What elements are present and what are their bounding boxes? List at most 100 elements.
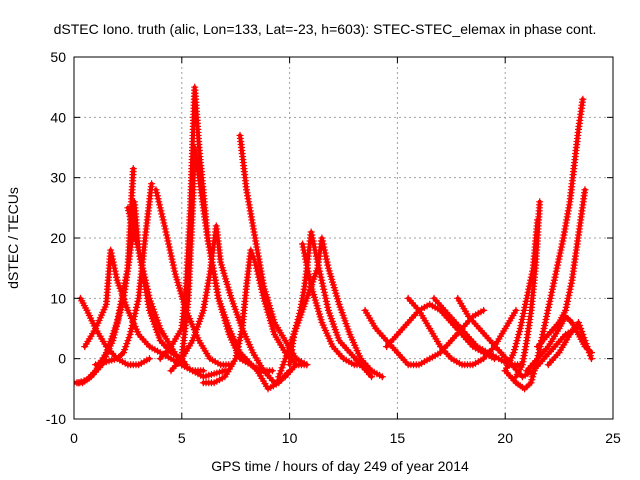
y-tick-label: -10	[46, 411, 66, 427]
data-point	[129, 318, 137, 326]
data-point	[315, 264, 323, 272]
data-point	[295, 312, 303, 320]
data-point	[292, 325, 300, 332]
data-point	[311, 246, 319, 254]
y-tick-label: 10	[50, 290, 66, 306]
data-point	[127, 325, 135, 332]
series-sat-r	[404, 294, 520, 369]
data-point	[545, 303, 553, 311]
data-point	[301, 252, 309, 260]
data-point	[157, 207, 165, 215]
data-point	[154, 195, 162, 203]
data-point	[378, 373, 386, 381]
data-point	[513, 337, 521, 345]
data-point	[120, 349, 128, 357]
data-point	[514, 334, 522, 342]
data-point	[158, 213, 166, 221]
data-point	[299, 243, 307, 251]
data-point	[324, 261, 332, 269]
data-point	[138, 261, 146, 269]
data-point	[525, 282, 533, 290]
y-axis-label: dSTEC / TECUs	[5, 187, 21, 289]
data-point	[528, 376, 536, 384]
x-tick-label: 5	[178, 430, 186, 446]
data-point	[142, 279, 150, 287]
data-point	[321, 246, 329, 254]
data-point	[130, 312, 138, 320]
data-point	[527, 379, 535, 387]
data-point	[322, 252, 330, 260]
data-point	[107, 246, 115, 254]
data-point	[238, 328, 246, 336]
data-point	[133, 300, 141, 308]
data-point	[520, 306, 528, 314]
data-point	[137, 258, 145, 266]
data-point	[109, 258, 117, 266]
data-point	[167, 249, 175, 257]
data-point	[316, 270, 324, 278]
data-point	[321, 249, 329, 257]
data-point	[107, 249, 115, 257]
data-point	[576, 321, 584, 329]
data-point	[137, 255, 145, 263]
data-point	[166, 246, 174, 254]
data-point	[567, 279, 575, 287]
data-point	[480, 306, 488, 314]
data-point	[510, 349, 518, 357]
data-point	[148, 180, 156, 188]
data-point	[515, 328, 523, 336]
data-point	[322, 294, 330, 302]
data-marks	[74, 83, 595, 393]
data-point	[308, 234, 316, 242]
data-point	[564, 297, 572, 305]
data-point	[134, 297, 142, 305]
data-point	[164, 237, 172, 245]
data-point	[555, 255, 563, 263]
y-tick-label: 40	[50, 109, 66, 125]
data-point	[541, 318, 549, 326]
data-point	[518, 318, 526, 326]
data-point	[321, 291, 329, 299]
x-axis-ticks: 0 5 10 15 20 25	[70, 57, 621, 446]
x-tick-label: 10	[282, 430, 298, 446]
data-point	[165, 240, 173, 248]
data-point	[557, 246, 565, 254]
data-point	[296, 309, 304, 317]
y-tick-label: 20	[50, 230, 66, 246]
data-point	[122, 343, 130, 351]
data-point	[305, 270, 313, 278]
data-point	[310, 243, 318, 251]
data-point	[314, 261, 322, 269]
data-point	[161, 222, 169, 230]
data-point	[529, 370, 537, 378]
data-point	[526, 279, 534, 287]
data-point	[234, 346, 242, 354]
data-point	[557, 243, 565, 251]
data-point	[585, 349, 593, 357]
data-point	[294, 315, 302, 323]
data-point	[575, 318, 583, 326]
data-point	[141, 273, 149, 281]
data-point	[550, 276, 558, 284]
x-axis-label: GPS time / hours of day 249 of year 2014	[211, 458, 469, 474]
data-point	[314, 258, 322, 266]
data-point	[545, 300, 553, 308]
data-point	[586, 352, 594, 360]
data-point	[550, 279, 558, 287]
data-point	[319, 237, 327, 245]
data-point	[143, 282, 151, 290]
data-point	[169, 258, 177, 266]
data-point	[531, 364, 539, 372]
data-point	[303, 264, 311, 272]
x-tick-label: 0	[70, 430, 78, 446]
data-point	[144, 288, 152, 296]
y-axis-ticks: -10 0 10 20 30 40 50	[46, 49, 613, 427]
data-point	[318, 279, 326, 287]
data-point	[317, 273, 325, 281]
data-point	[521, 303, 529, 311]
data-point	[136, 252, 144, 260]
data-point	[522, 297, 530, 305]
data-point	[312, 249, 320, 257]
data-point	[580, 334, 588, 342]
data-point	[563, 300, 571, 308]
